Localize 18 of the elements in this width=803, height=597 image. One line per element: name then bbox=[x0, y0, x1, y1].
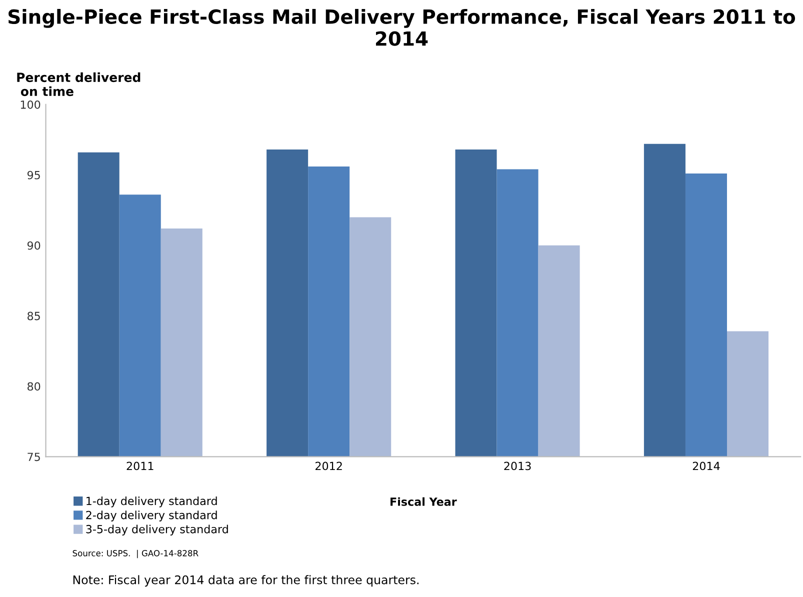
x-tick-label: 2011 bbox=[126, 462, 154, 470]
x-axis-title: Fiscal Year bbox=[390, 497, 457, 506]
y-tick-label: 100 bbox=[20, 100, 40, 109]
x-tick-label: 2013 bbox=[504, 462, 531, 470]
y-tick-label: 90 bbox=[27, 241, 40, 250]
source-note: Source: USPS. | GAO-14-828R bbox=[72, 550, 198, 558]
y-tick-label: 95 bbox=[27, 170, 40, 180]
x-tick-label: 2014 bbox=[692, 462, 720, 470]
y-axis-title: Percent delivered on time bbox=[17, 72, 140, 96]
chart-title: Single-Piece First-Class Mail Delivery Performance, Fiscal Years 2011 to 2014 bbox=[8, 8, 796, 46]
text: Note: Fiscal year 2014 data are for the first three quarters. bbox=[73, 575, 418, 587]
legend-label: 3-5-day delivery standard bbox=[86, 524, 228, 536]
y-tick-label: 80 bbox=[28, 382, 40, 391]
y-tick-label: 75 bbox=[28, 452, 40, 462]
y-tick-label: 85 bbox=[28, 312, 40, 320]
x-tick-label: 2012 bbox=[316, 462, 342, 470]
legend-label: 2-day delivery standard bbox=[86, 510, 217, 522]
legend-label: 1-day delivery standard bbox=[86, 496, 217, 508]
